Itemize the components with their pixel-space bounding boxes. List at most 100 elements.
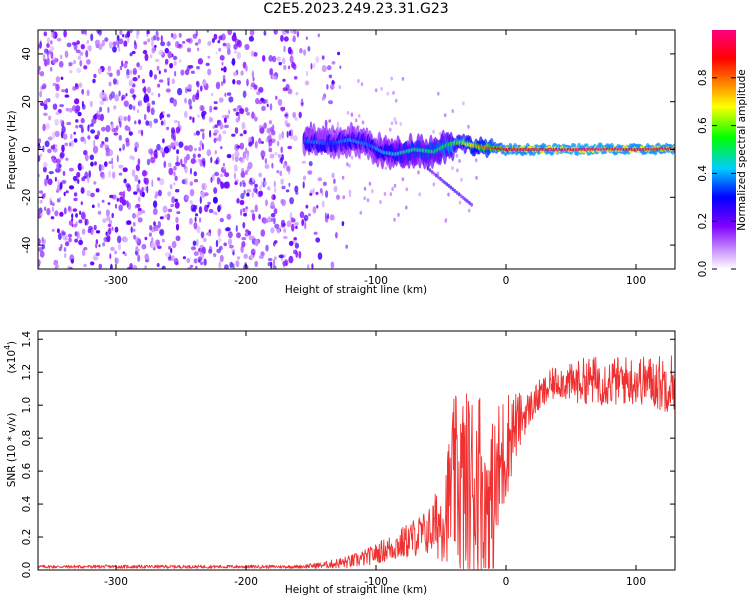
spectrogram-cell bbox=[252, 177, 255, 183]
spectrogram-cell bbox=[232, 79, 236, 85]
spectrogram-cell bbox=[218, 261, 222, 269]
spectrogram-cell bbox=[51, 202, 55, 207]
spectrogram-cell bbox=[244, 107, 249, 113]
spectrogram-cell bbox=[280, 146, 283, 154]
spectrogram-cell bbox=[144, 93, 149, 101]
spectrogram-cell bbox=[190, 70, 195, 75]
spectrogram-cell bbox=[193, 132, 197, 136]
spectrogram-cell bbox=[329, 84, 335, 90]
colorbar-tick-label: 0.4 bbox=[697, 165, 709, 182]
spectrogram-cell bbox=[78, 166, 82, 171]
spectrogram-cell bbox=[218, 35, 223, 41]
spectrogram-cell bbox=[38, 246, 44, 252]
spectrogram-cell bbox=[458, 200, 462, 205]
spectrogram-cell bbox=[200, 191, 205, 199]
colorbar-gradient bbox=[712, 30, 736, 269]
spectrogram-y-tick-label: -20 bbox=[21, 189, 33, 206]
spectrogram-cell bbox=[42, 166, 47, 173]
spectrogram-cell bbox=[38, 173, 41, 178]
spectrogram-cell bbox=[218, 237, 222, 244]
spectrogram-cell bbox=[215, 51, 218, 55]
spectrogram-cell bbox=[207, 41, 212, 46]
spectrogram-cell bbox=[207, 204, 210, 208]
spectrogram-cell bbox=[283, 64, 287, 71]
spectrogram-cell bbox=[164, 58, 169, 65]
spectrogram-cell bbox=[90, 123, 94, 127]
spectrogram-cell bbox=[160, 41, 166, 47]
spectrogram-cell bbox=[366, 198, 370, 203]
spectrogram-cell bbox=[251, 192, 255, 198]
spectrogram-cell bbox=[220, 125, 225, 129]
spectrogram-cell bbox=[86, 59, 91, 65]
spectrogram-cell bbox=[112, 41, 117, 47]
spectrogram-cell bbox=[236, 51, 242, 60]
spectrogram-cell bbox=[176, 149, 180, 155]
spectrogram-cell bbox=[260, 141, 264, 144]
spectrogram-cell bbox=[113, 132, 119, 136]
spectrogram-cell bbox=[174, 201, 180, 209]
spectrogram-cell bbox=[316, 204, 319, 209]
spectrogram-cell bbox=[167, 77, 170, 82]
spectrogram-cell bbox=[46, 37, 51, 44]
spectrogram-cell bbox=[172, 55, 178, 61]
spectrogram-cell bbox=[336, 121, 340, 129]
spectrogram-cell bbox=[87, 176, 90, 184]
spectrogram-cell bbox=[59, 151, 65, 158]
spectrogram-cell bbox=[81, 177, 86, 182]
spectrogram-cell bbox=[80, 44, 86, 50]
spectrogram-cell bbox=[212, 125, 216, 129]
spectrogram-cell bbox=[118, 243, 121, 251]
spectrogram-cell bbox=[40, 213, 43, 217]
ridge-streak bbox=[462, 195, 465, 200]
spectrogram-cell bbox=[80, 136, 85, 142]
spectrogram-cell bbox=[64, 94, 70, 98]
spectrogram-cell bbox=[83, 150, 88, 156]
spectrogram-cell bbox=[137, 158, 141, 166]
spectrogram-cell bbox=[126, 74, 130, 79]
spectrogram-cell bbox=[173, 165, 177, 171]
spectrogram-cell bbox=[219, 55, 225, 61]
spectrogram-cell bbox=[302, 181, 305, 189]
spectrogram-cell bbox=[158, 49, 164, 56]
spectrogram-cell bbox=[290, 30, 294, 34]
spectrogram-cell bbox=[136, 213, 139, 219]
snr-y-tick-label: 1.2 bbox=[21, 364, 33, 381]
ridge-streak bbox=[445, 182, 449, 187]
spectrogram-cell bbox=[138, 99, 143, 107]
spectrogram-cell bbox=[307, 170, 313, 175]
spectrogram-cell bbox=[202, 132, 205, 140]
spectrogram-cell bbox=[156, 36, 160, 41]
spectrogram-cell bbox=[271, 130, 276, 136]
spectrogram-cell bbox=[146, 185, 149, 194]
spectrogram-cell bbox=[389, 127, 392, 132]
spectrogram-cell bbox=[327, 213, 330, 220]
spectrogram-cell bbox=[189, 217, 193, 225]
spectrogram-cell bbox=[135, 248, 141, 252]
spectrogram-cell bbox=[156, 65, 160, 71]
spectrogram-cell bbox=[444, 219, 447, 224]
spectrogram-cell bbox=[125, 183, 131, 188]
spectrogram-cell bbox=[189, 105, 193, 110]
spectrogram-cell bbox=[50, 40, 53, 45]
spectrogram-cell bbox=[234, 181, 238, 186]
spectrogram-cell bbox=[92, 145, 99, 154]
spectrogram-cell bbox=[62, 170, 66, 177]
spectrogram-cell bbox=[295, 225, 298, 230]
spectrogram-cell bbox=[55, 76, 61, 83]
snr-y-tick-label: 0.0 bbox=[21, 562, 33, 579]
spectrogram-cell bbox=[193, 179, 199, 183]
ridge-streak bbox=[464, 197, 467, 202]
spectrogram-cell bbox=[218, 133, 222, 142]
spectrogram-cell bbox=[98, 43, 103, 50]
spectrogram-cell bbox=[54, 130, 60, 138]
spectrogram-cell bbox=[73, 131, 76, 135]
spectrogram-cell bbox=[263, 122, 267, 129]
spectrogram-cell bbox=[192, 33, 198, 39]
spectrogram-cell bbox=[83, 247, 88, 251]
spectrogram-cell bbox=[458, 159, 461, 163]
spectrogram-cell bbox=[393, 183, 397, 188]
spectrogram-cell bbox=[62, 133, 68, 140]
spectrogram-cell bbox=[384, 166, 388, 171]
spectrogram-cell bbox=[164, 252, 171, 258]
spectrogram-cell bbox=[157, 177, 161, 181]
